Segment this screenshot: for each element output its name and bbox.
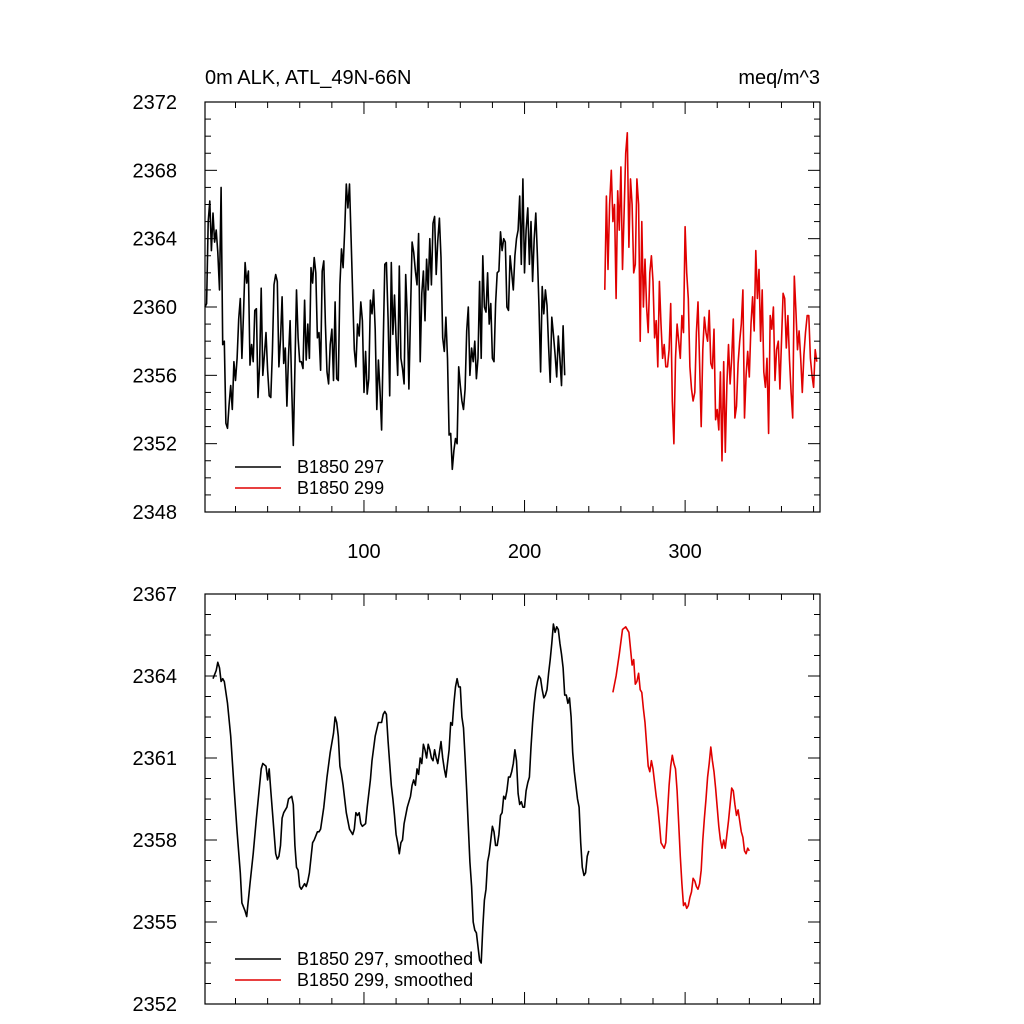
y-tick-label: 2368 [133, 160, 178, 182]
top-panel: 0m ALK, ATL_49N-66N meq/m^3 2348 2352 2356… [133, 67, 821, 563]
series-line-bottom-1 [612, 626, 750, 910]
y-tick-label: 2372 [133, 92, 178, 114]
bottom-panel: 2352 2355 2358 2361 2364 2367 B1850 297, smoo… [133, 584, 821, 1016]
legend-label: B1850 299 [297, 478, 384, 498]
top-axes: 2348 2352 2356 2360 2364 2368 2372 100 200 300 [133, 92, 820, 563]
y-tick-label: 2356 [133, 365, 178, 387]
y-tick-label: 2352 [133, 994, 178, 1016]
x-tick-label: 200 [508, 541, 541, 563]
y-tick-label: 2364 [133, 666, 178, 688]
y-tick-label: 2358 [133, 830, 178, 852]
top-panel-title-left: 0m ALK, ATL_49N-66N [205, 67, 411, 89]
x-tick-label: 100 [347, 541, 380, 563]
series-line-top-1 [604, 132, 818, 462]
y-tick-label: 2348 [133, 502, 178, 524]
legend-label: B1850 299, smoothed [297, 970, 473, 990]
x-tick-label: 300 [668, 541, 701, 563]
series-line-bottom-0 [212, 623, 590, 964]
top-plot-area [204, 132, 818, 471]
legend-label: B1850 297, smoothed [297, 949, 473, 969]
legend-label: B1850 297 [297, 457, 384, 477]
bottom-axes: 2352 2355 2358 2361 2364 2367 [133, 584, 820, 1016]
y-tick-label: 2352 [133, 434, 178, 456]
y-tick-label: 2367 [133, 584, 178, 606]
y-tick-label: 2355 [133, 912, 178, 934]
y-tick-label: 2361 [133, 748, 178, 770]
series-line-top-0 [204, 178, 566, 471]
y-tick-label: 2364 [133, 229, 178, 251]
top-panel-title-right: meq/m^3 [738, 67, 820, 89]
bottom-plot-area [212, 623, 750, 964]
y-tick-label: 2360 [133, 297, 178, 319]
bottom-plot-frame [204, 593, 821, 1005]
